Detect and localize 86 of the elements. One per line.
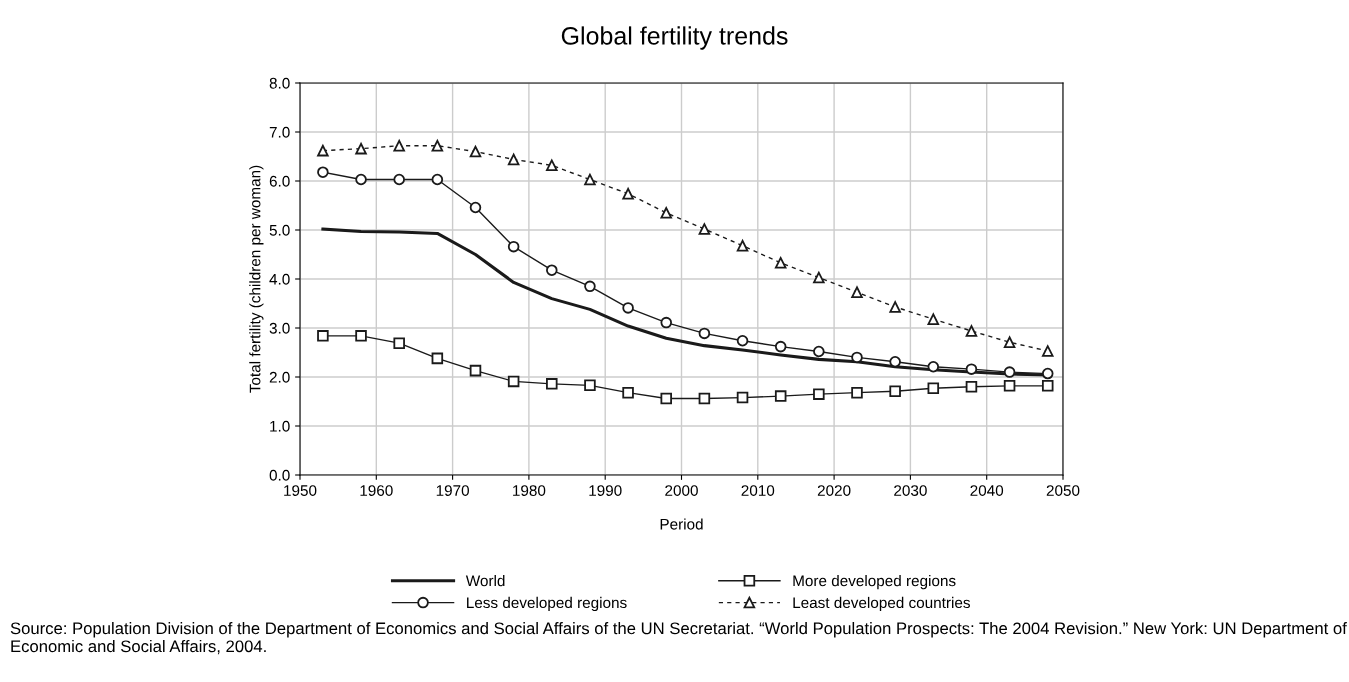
point [698,392,711,405]
point [507,375,520,388]
legend-label: World [465,574,505,587]
point [507,153,520,166]
point [736,334,749,347]
point [317,166,329,178]
x-tick-label: 1950 [284,485,317,496]
y-tick-label: 1.0 [270,420,290,432]
point [469,201,482,214]
point [355,142,367,155]
point [660,316,673,329]
point [774,340,787,353]
point [317,330,329,342]
point [431,352,444,365]
point [889,301,901,313]
y-tick-label: 2.0 [269,371,290,383]
x-axis-title: Period [660,518,703,530]
x-tick-label: 2000 [665,485,698,496]
y-axis-title: Total fertility (children per woman) [249,165,264,393]
point [774,390,787,402]
point [546,378,558,390]
point [584,280,596,293]
point [355,173,367,186]
point [1003,380,1016,392]
y-tick-label: 6.0 [269,175,290,187]
point [927,360,940,373]
point [965,381,978,393]
point [813,388,825,400]
point [736,391,749,404]
point [1041,367,1054,380]
point [622,302,634,314]
point [622,187,634,200]
x-tick-label: 1970 [436,485,469,496]
x-tick-label: 2030 [894,485,927,496]
point [317,144,329,157]
point [965,363,978,375]
legend-label: More developed regions [793,574,956,590]
point [813,345,825,358]
point [774,257,787,269]
point [851,351,863,364]
y-tick-label: 4.0 [269,273,290,285]
point [507,240,520,253]
point [355,330,367,342]
point [927,313,940,325]
x-tick-label: 1980 [513,485,546,496]
point [736,239,749,252]
y-tick-label: 5.0 [269,224,290,236]
point [431,173,444,186]
x-tick-label: 2020 [817,485,851,496]
point [584,379,596,392]
y-tick-label: 7.0 [269,126,290,138]
x-tick-label: 2040 [970,485,1004,496]
point [546,264,558,276]
point [965,325,978,337]
point [622,386,634,399]
x-tick-label: 2050 [1046,485,1080,496]
point [1041,380,1054,392]
point [393,139,405,152]
point [851,386,863,399]
point [927,382,940,395]
x-tick-label: 2010 [741,485,775,496]
point [698,223,711,235]
point [1041,345,1054,357]
point [660,207,673,219]
y-tick-label: 0.0 [269,469,290,481]
point [469,145,482,158]
legend-label: Less developed regions [467,596,627,612]
point [393,173,405,186]
point [469,364,482,377]
y-tick-label: 8.0 [269,77,290,89]
chart-title: Global fertility trends [561,26,788,50]
legend-label: Least developed countries [793,596,970,612]
point [889,385,901,397]
point [698,327,711,340]
point [851,286,863,298]
point [1003,366,1016,378]
point [1003,336,1016,348]
point [393,337,405,349]
point [813,271,825,284]
x-tick-label: 1960 [360,485,393,496]
source-note: Source: Population Division of the Department of Economics and Social Affairs of the UN Secretariat. “World Population Prospects: The 2004 Revision.” New York: UN Department of Economic and Social Affairs, 2004. [10,622,1347,655]
point [431,139,444,152]
point [584,173,596,186]
y-tick-label: 3.0 [269,322,290,334]
point [660,392,673,405]
x-tick-label: 1990 [589,485,622,496]
